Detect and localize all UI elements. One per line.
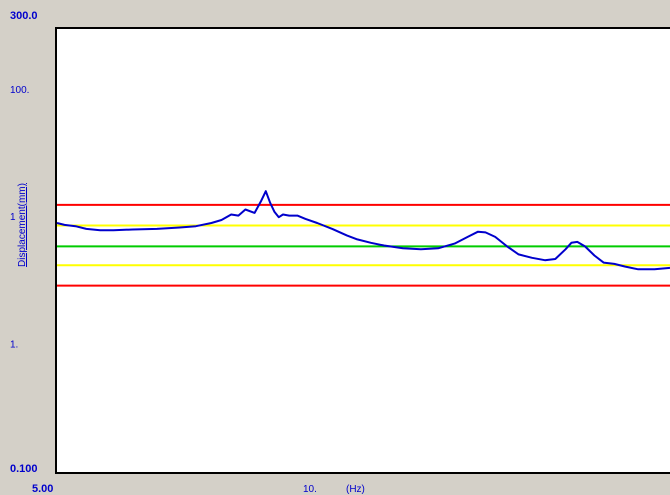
x-tick-label-0: 5.00 bbox=[32, 483, 53, 495]
y-tick-label-4: 0.100 bbox=[10, 463, 38, 475]
y-tick-label-2: 1 bbox=[10, 212, 16, 223]
x-axis-label: (Hz) bbox=[346, 484, 365, 495]
y-axis-ticks: 300.0 100. 1 1. 0.100 bbox=[10, 10, 38, 475]
series-line-0 bbox=[56, 190, 670, 271]
y-tick-label-0: 300.0 bbox=[10, 10, 38, 22]
plot-area bbox=[55, 27, 670, 474]
y-tick-label-1: 100. bbox=[10, 85, 29, 96]
x-axis-ticks: 5.00 10. bbox=[32, 483, 317, 495]
x-tick-label-1: 10. bbox=[303, 484, 317, 495]
y-tick-label-3: 1. bbox=[10, 340, 18, 351]
y-axis-label: Displacement(mm) bbox=[17, 183, 28, 267]
series-layer bbox=[56, 190, 670, 271]
